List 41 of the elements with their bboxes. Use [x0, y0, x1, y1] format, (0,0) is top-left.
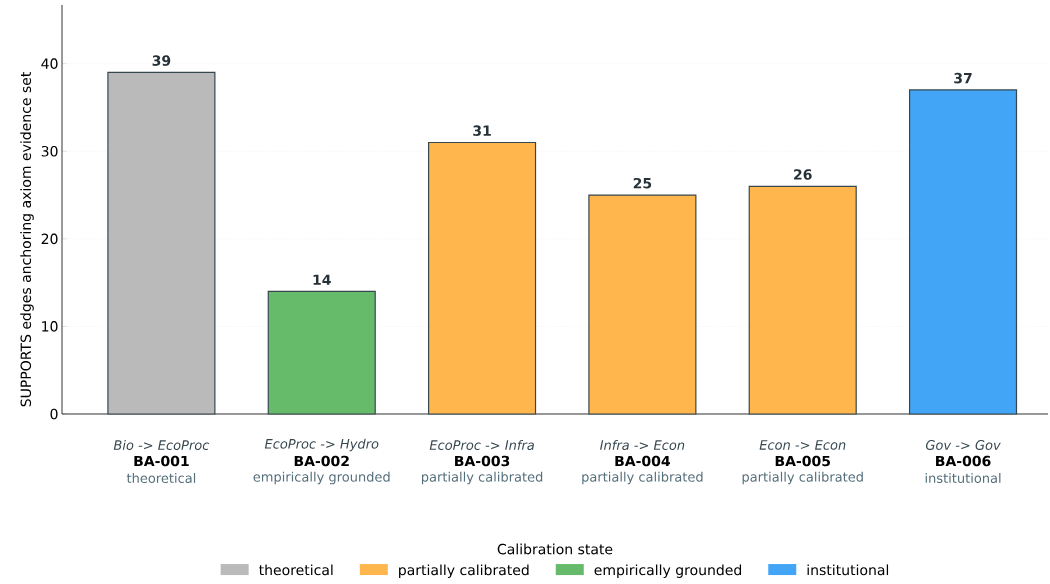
text: Gov -> Gov: [925, 440, 1001, 450]
text: Econ -> Econ: [759, 440, 846, 450]
bar: [267, 290, 376, 415]
text: partially calibrated: [742, 471, 863, 485]
data-label: 14: [313, 274, 331, 285]
bar: [107, 71, 216, 415]
text: empirically grounded: [253, 471, 390, 485]
y-axis-title: SUPPORTS edges anchoring axiom evidence set: [20, 72, 34, 407]
bar: [908, 89, 1018, 415]
data-label: 37: [954, 72, 972, 84]
x-tick-label: BA-006: [936, 455, 991, 467]
text: Infra -> Econ: [600, 439, 685, 451]
x-tick-label: BA-003: [455, 455, 510, 467]
data-label: 25: [633, 177, 652, 189]
bar: [748, 185, 857, 415]
y-tick-label: 20: [41, 233, 58, 245]
x-tick-label: BA-005: [775, 455, 831, 467]
data-label: 26: [794, 169, 812, 180]
bar: [427, 141, 537, 415]
y-tick-label: 40: [41, 58, 58, 69]
text: Bio -> EcoProc: [113, 439, 210, 451]
y-tick-label: 30: [41, 145, 58, 157]
legend-label: theoretical: [259, 564, 333, 576]
data-label: 39: [152, 55, 171, 66]
bar: [588, 194, 697, 415]
legend-label: institutional: [807, 564, 889, 576]
x-tick-label: BA-004: [615, 455, 671, 467]
text: partially calibrated: [421, 471, 543, 485]
text: theoretical: [126, 472, 196, 484]
legend-label: partially calibrated: [399, 564, 529, 578]
text: EcoProc -> Hydro: [264, 438, 379, 452]
legend-title: Calibration state: [497, 543, 613, 555]
x-tick-label: BA-001: [134, 455, 189, 467]
y-tick-label: 0: [50, 408, 58, 420]
y-tick-label: 10: [42, 321, 58, 332]
text: institutional: [925, 472, 1001, 484]
data-label: 31: [473, 125, 491, 136]
x-tick-label: BA-002: [294, 455, 349, 467]
legend-label: empirically grounded: [594, 564, 742, 578]
text: partially calibrated: [582, 471, 703, 485]
text: EcoProc -> Infra: [429, 439, 534, 451]
